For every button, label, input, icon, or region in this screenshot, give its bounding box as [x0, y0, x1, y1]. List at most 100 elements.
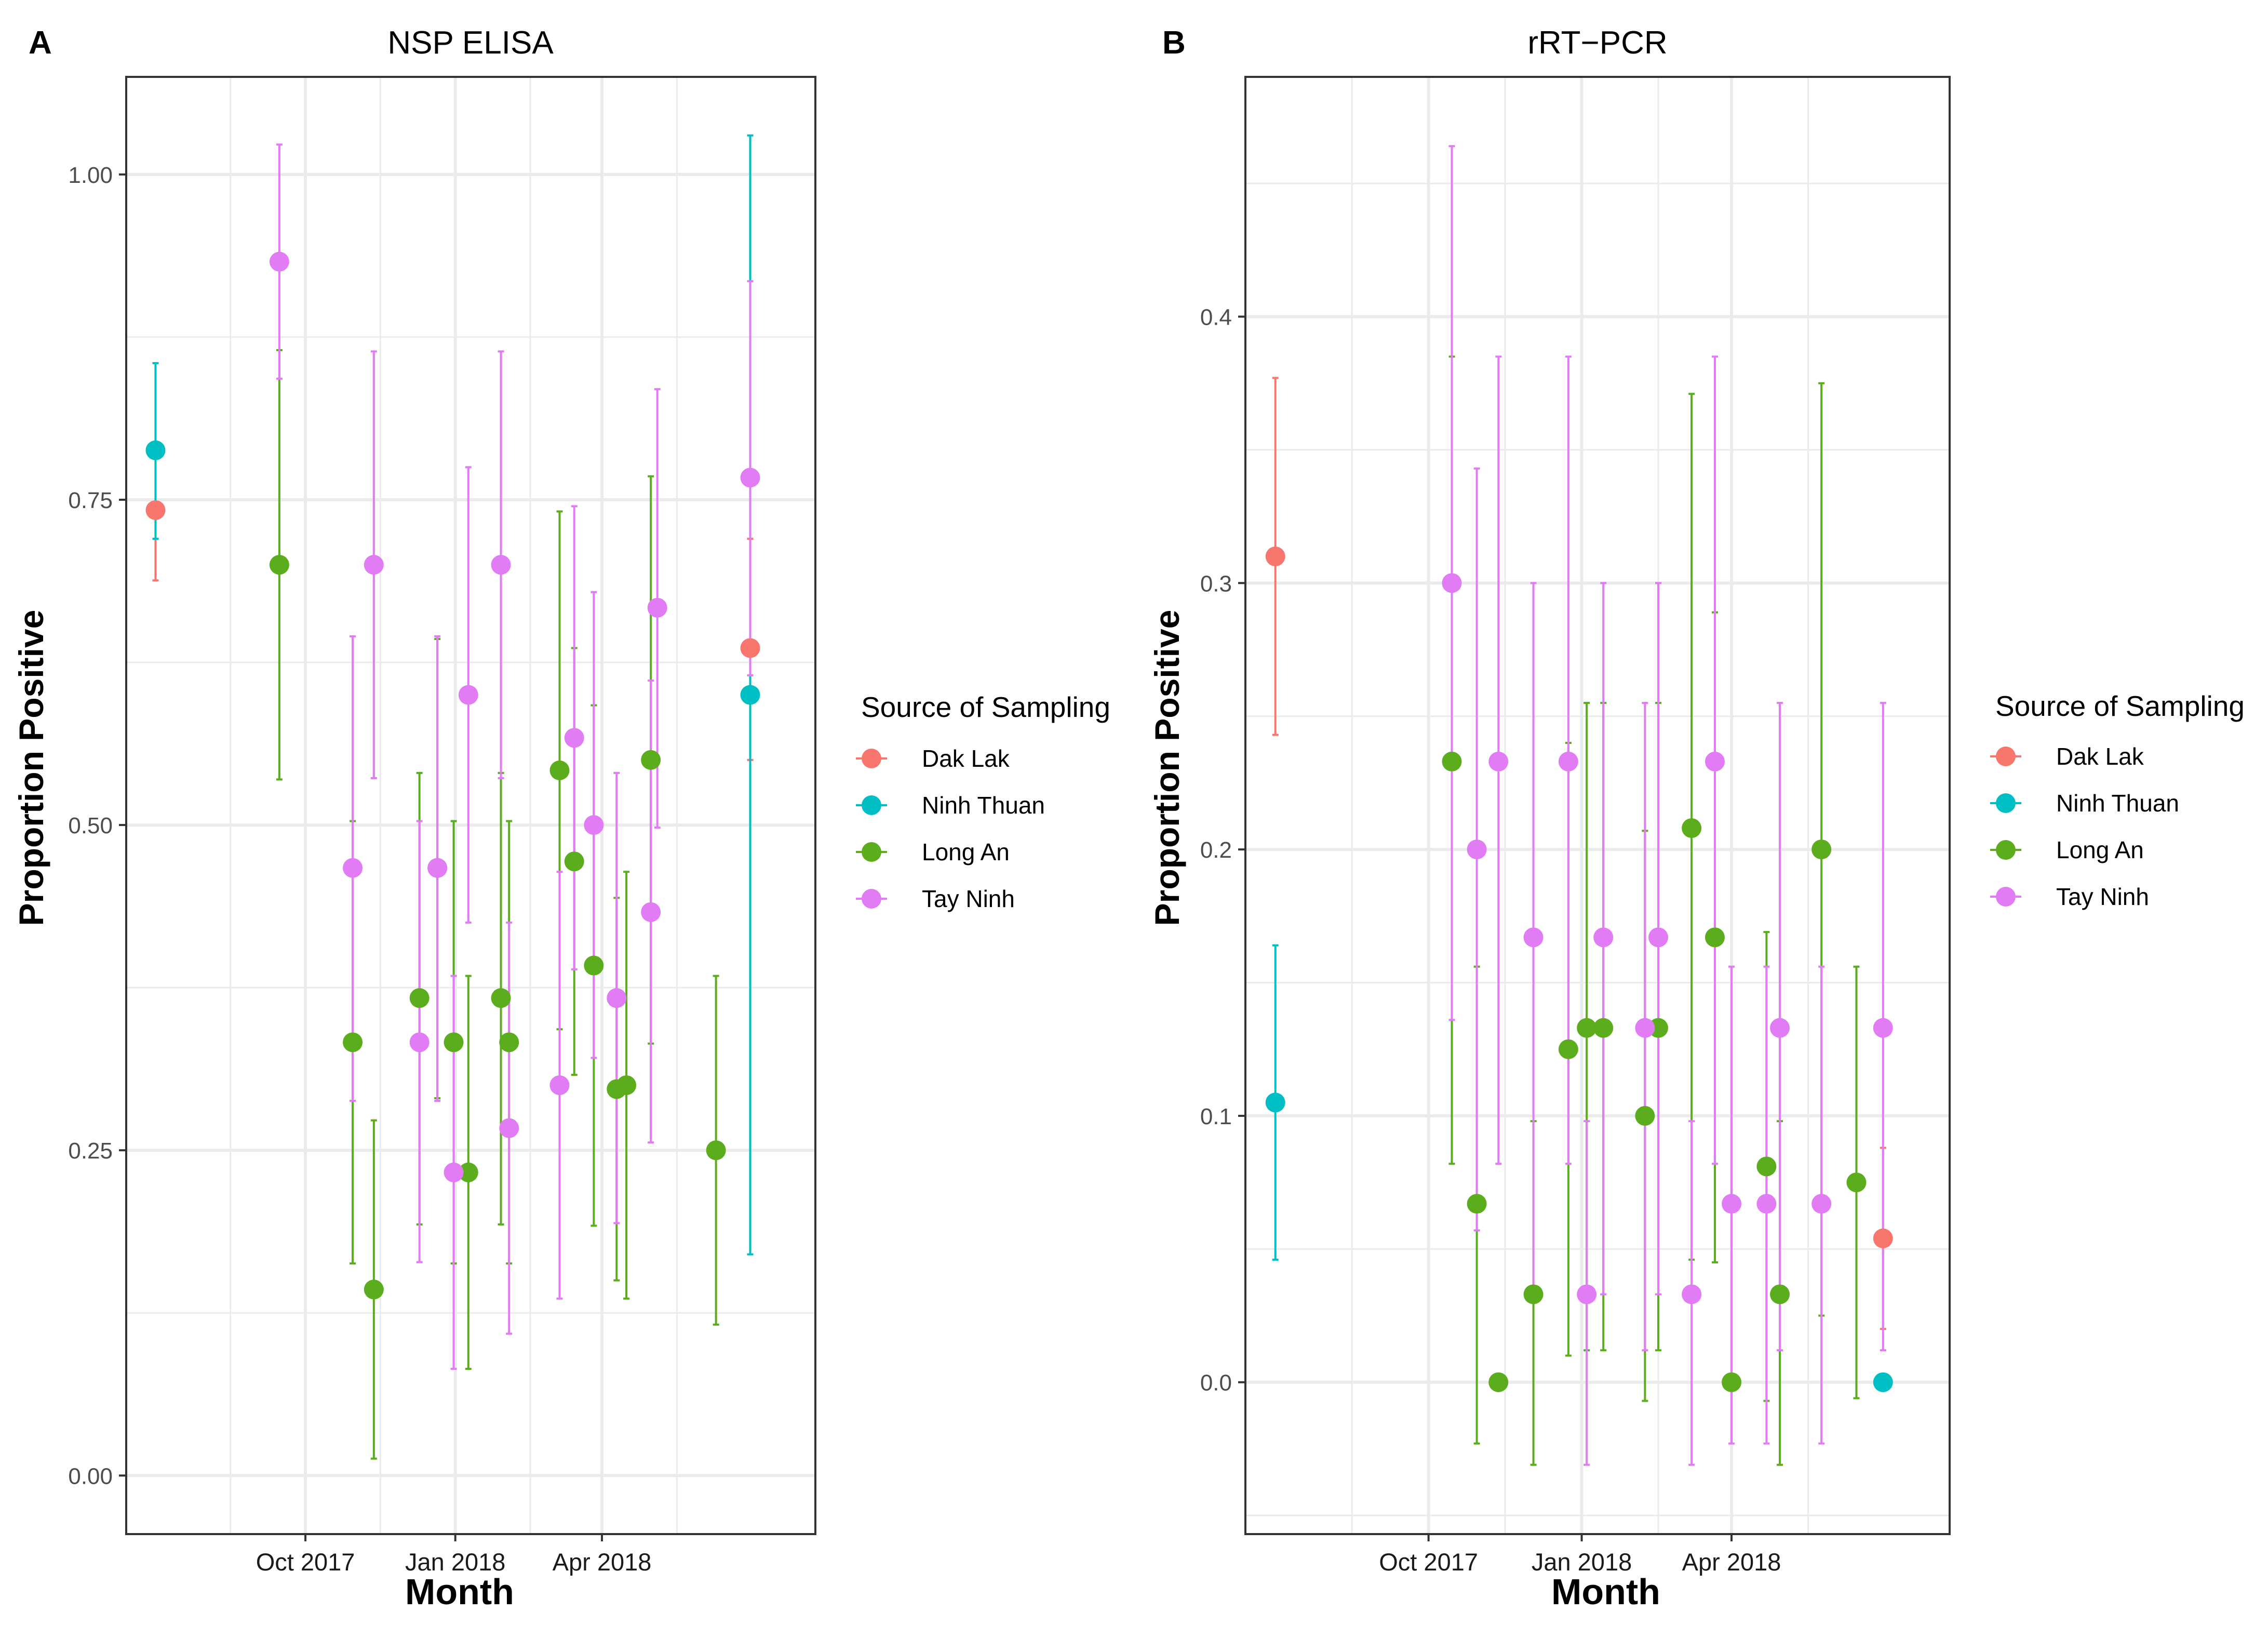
data-point [549, 1075, 570, 1095]
data-point [1558, 751, 1578, 771]
data-point [1722, 1194, 1742, 1214]
data-point [491, 988, 511, 1008]
legend-key-dot [862, 889, 881, 909]
chart-title: rRT−PCR [1527, 25, 1667, 61]
data-point [1705, 751, 1725, 771]
legend-title: Source of Sampling [1995, 690, 2245, 722]
y-tick-label: 0.00 [68, 1463, 113, 1489]
data-point [491, 555, 511, 575]
legend-title: Source of Sampling [861, 691, 1110, 723]
data-point [584, 955, 604, 976]
y-axis-label: Proportion Positive [12, 610, 50, 926]
data-point [1873, 1372, 1893, 1392]
data-point [1770, 1284, 1790, 1304]
data-point [499, 1032, 519, 1053]
legend-key-dot [862, 749, 881, 768]
data-point [1811, 840, 1832, 860]
y-tick-label: 0.2 [1200, 837, 1232, 863]
legend-label: Tay Ninh [922, 885, 1015, 912]
legend-label: Long An [922, 838, 1010, 865]
data-point [1846, 1173, 1867, 1193]
plot-area [126, 77, 815, 1534]
data-point [1488, 1372, 1509, 1392]
data-point [1523, 1284, 1544, 1304]
points-long-an [1442, 751, 1867, 1392]
legend: Source of Sampling Dak Lak Ninh Thuan Long … [1990, 690, 2245, 910]
data-point [1577, 1284, 1597, 1304]
y-tick-label: 0.75 [68, 488, 113, 513]
data-point [458, 685, 478, 705]
chart-title: NSP ELISA [387, 25, 554, 61]
plot-border [1244, 76, 1951, 1535]
grid [126, 77, 815, 1534]
data-point [269, 555, 289, 575]
data-point [427, 858, 448, 878]
legend-label: Ninh Thuan [2056, 790, 2179, 817]
data-point [706, 1140, 726, 1161]
y-tick-label: 0.4 [1200, 305, 1232, 330]
data-point [1265, 1093, 1285, 1113]
legend-label: Tay Ninh [2056, 883, 2149, 910]
data-point [409, 1032, 430, 1053]
data-point [1635, 1018, 1655, 1038]
points-ninh-thuan [1265, 1093, 1893, 1392]
panel-label: A [29, 25, 52, 61]
data-point [1577, 1018, 1597, 1038]
points-dak-lak [145, 500, 760, 658]
data-point [458, 1162, 478, 1182]
legend-label: Ninh Thuan [922, 792, 1045, 819]
data-point [364, 1280, 384, 1300]
legend-label: Dak Lak [2056, 743, 2144, 770]
panel-b: Oct 2017 Jan 2018 Apr 2018 0.0 0.1 0.2 0.3 0.4 B… [1148, 25, 2245, 1612]
data-point [499, 1118, 519, 1138]
y-tick-label: 0.3 [1200, 571, 1232, 596]
data-point [1873, 1228, 1893, 1248]
data-point [343, 858, 363, 878]
legend-label: Long An [2056, 836, 2144, 863]
data-point [616, 1075, 637, 1095]
data-point [409, 988, 430, 1008]
y-tick-label: 0.0 [1200, 1370, 1232, 1396]
data-point [584, 815, 604, 835]
x-tick-label: Jan 2018 [1532, 1548, 1632, 1576]
data-point [1682, 818, 1702, 838]
data-point [444, 1032, 464, 1053]
data-point [1705, 927, 1725, 948]
data-point [145, 500, 166, 520]
legend-key-dot [1996, 840, 2016, 860]
data-point [444, 1162, 464, 1182]
plot-border [125, 76, 816, 1535]
data-point [1756, 1156, 1777, 1177]
data-point [1442, 751, 1462, 771]
x-tick-label: Apr 2018 [553, 1548, 652, 1576]
data-point [343, 1032, 363, 1053]
x-axis-label: Month [1551, 1571, 1660, 1612]
y-tick-label: 0.1 [1200, 1104, 1232, 1129]
data-point [564, 851, 584, 872]
data-point [607, 988, 627, 1008]
data-point [145, 440, 166, 460]
legend-label: Dak Lak [922, 745, 1010, 772]
points-ninh-thuan [145, 440, 760, 705]
data-point [1558, 1039, 1578, 1059]
data-point [740, 685, 760, 705]
points-tay-ninh [1442, 573, 1893, 1304]
legend-key-dot [1996, 747, 2016, 766]
legend-key-dot [1996, 887, 2016, 907]
data-point [564, 728, 584, 748]
data-point [1682, 1284, 1702, 1304]
data-point [1756, 1194, 1777, 1214]
data-point [1873, 1018, 1893, 1038]
y-tick-label: 0.50 [68, 813, 113, 838]
x-axis-label: Month [405, 1571, 514, 1612]
legend-key-dot [1996, 793, 2016, 813]
data-point [1265, 547, 1285, 567]
data-point [1593, 927, 1614, 948]
data-point [641, 750, 661, 770]
data-point [1722, 1372, 1742, 1392]
data-point [269, 251, 289, 272]
data-point [740, 468, 760, 488]
y-tick-label: 1.00 [68, 163, 113, 188]
data-point [1635, 1105, 1655, 1126]
points-tay-ninh [269, 251, 760, 1182]
